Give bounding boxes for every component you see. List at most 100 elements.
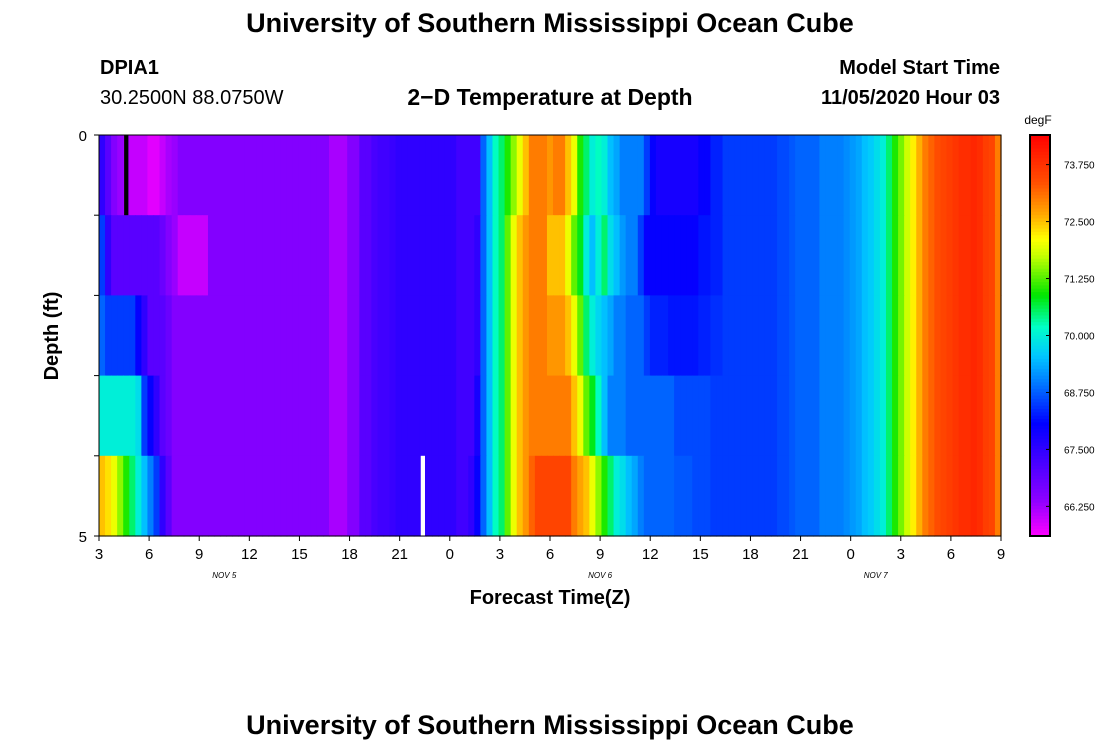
- heatmap-cell: [383, 215, 391, 296]
- heatmap-cell: [431, 215, 439, 296]
- heatmap-cell: [571, 215, 578, 296]
- heatmap-cell: [165, 215, 173, 296]
- heatmap-cell: [734, 215, 742, 296]
- colorbar-segment: [1030, 515, 1050, 520]
- heatmap-cell: [207, 215, 215, 296]
- heatmap-cell: [347, 295, 354, 377]
- colorbar-segment: [1030, 302, 1050, 307]
- heatmap-cell: [298, 215, 306, 296]
- heatmap-cell: [413, 215, 421, 296]
- heatmap-cell: [341, 455, 348, 537]
- colorbar-segment: [1030, 168, 1050, 173]
- colorbar-segment: [1030, 148, 1050, 153]
- colorbar-segment: [1030, 298, 1050, 303]
- colorbar-segment: [1030, 422, 1050, 427]
- heatmap-cell: [147, 295, 155, 377]
- heatmap-cell: [849, 295, 857, 377]
- heatmap-cell: [867, 295, 875, 377]
- heatmap-cell: [353, 295, 360, 377]
- heatmap-cell: [910, 375, 917, 457]
- heatmap-cell: [619, 215, 627, 296]
- colorbar-segment: [1030, 345, 1050, 350]
- x-tick-label: 9: [596, 546, 604, 563]
- heatmap-cell: [498, 295, 506, 377]
- heatmap-cell: [450, 455, 457, 537]
- colorbar-segment: [1030, 419, 1050, 423]
- colorbar-segment: [1030, 265, 1050, 270]
- x-axis-label: Forecast Time(Z): [470, 587, 631, 609]
- colorbar-segment: [1030, 332, 1050, 337]
- heatmap-cell: [952, 455, 960, 537]
- heatmap-cell: [516, 135, 524, 216]
- heatmap-cell: [540, 215, 548, 296]
- heatmap-cell: [631, 455, 639, 537]
- heatmap-cell: [450, 215, 457, 296]
- heatmap-cell: [425, 455, 433, 537]
- colorbar-segment: [1030, 261, 1050, 266]
- heatmap-cell: [777, 215, 784, 296]
- heatmap-cell: [268, 295, 276, 377]
- heatmap-cell: [286, 375, 294, 457]
- heatmap-cell: [619, 455, 627, 537]
- heatmap-cell: [716, 295, 724, 377]
- colorbar-segment: [1030, 235, 1050, 240]
- colorbar-segment: [1030, 455, 1050, 460]
- heatmap-cell: [613, 135, 621, 216]
- heatmap-cell: [625, 295, 633, 377]
- heatmap-cell: [764, 135, 772, 216]
- heatmap-cell: [964, 135, 972, 216]
- colorbar-segment: [1030, 161, 1050, 166]
- colorbar-tick-label: 70.000: [1064, 332, 1095, 343]
- heatmap-cell: [353, 375, 360, 457]
- heatmap-cell: [250, 135, 257, 216]
- heatmap-cell: [577, 295, 584, 377]
- colorbar-segment: [1030, 398, 1050, 403]
- heatmap-cell: [668, 135, 675, 216]
- heatmap-cell: [892, 295, 899, 377]
- heatmap-cell: [141, 295, 149, 377]
- heatmap-cell: [589, 455, 596, 537]
- heatmap-cell: [389, 295, 397, 377]
- colorbar-segment: [1030, 362, 1050, 367]
- x-tick-label: 18: [742, 546, 759, 563]
- heatmap-cell: [105, 295, 112, 377]
- heatmap-cell: [329, 455, 336, 537]
- heatmap-cell: [946, 135, 954, 216]
- heatmap-cell: [583, 135, 590, 216]
- heatmap-cell: [825, 455, 833, 537]
- heatmap-cell: [855, 295, 863, 377]
- heatmap-cell: [770, 295, 778, 377]
- heatmap-cell: [268, 135, 276, 216]
- heatmap-cell: [801, 455, 808, 537]
- heatmap-cell: [831, 135, 839, 216]
- heatmap-cell: [468, 375, 475, 457]
- heatmap-cell: [807, 295, 814, 377]
- heatmap-cell: [801, 135, 808, 216]
- colorbar-segment: [1030, 338, 1050, 343]
- heatmap-cell: [274, 135, 282, 216]
- heatmap-cell: [165, 135, 173, 216]
- heatmap-cell: [183, 455, 191, 537]
- heatmap-cell: [444, 135, 451, 216]
- colorbar-segment: [1030, 238, 1050, 243]
- colorbar-segment: [1030, 272, 1050, 276]
- heatmap-cell: [250, 455, 257, 537]
- plot-title: 2−D Temperature at Depth: [407, 84, 693, 110]
- colorbar: 66.250 67.500 68.750 70.000 71.250 72.500 73.7…: [1029, 134, 1095, 537]
- heatmap-cell: [329, 295, 336, 377]
- heatmap-cell: [867, 135, 875, 216]
- heatmap-cell: [280, 295, 288, 377]
- heatmap-cell: [99, 135, 106, 216]
- heatmap-cell: [540, 455, 548, 537]
- heatmap-cell: [928, 455, 936, 537]
- colorbar-segment: [1030, 208, 1050, 213]
- heatmap-cell: [898, 295, 905, 377]
- x-tick-label: 15: [692, 546, 709, 563]
- heatmap-cell: [661, 215, 669, 296]
- heatmap-cell: [111, 215, 118, 296]
- heatmap-cell: [171, 375, 179, 457]
- heatmap-cell: [861, 215, 869, 296]
- heatmap-cell: [904, 295, 911, 377]
- heatmap-cell: [661, 295, 669, 377]
- heatmap-cell: [238, 295, 245, 377]
